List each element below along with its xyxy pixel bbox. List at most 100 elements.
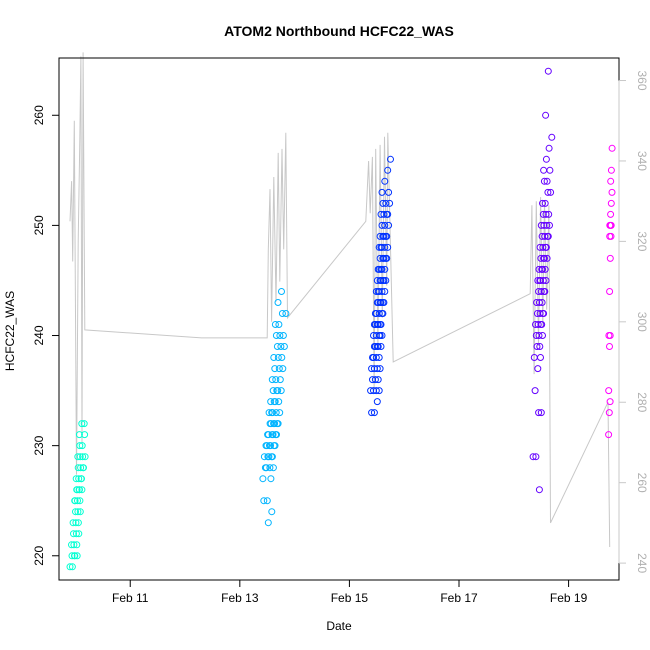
data-point xyxy=(387,155,394,163)
y-tick-label: 240 xyxy=(32,325,46,345)
x-axis-label: Date xyxy=(326,619,352,633)
y2-tick-label: 320 xyxy=(635,231,649,251)
data-point xyxy=(68,563,76,571)
data-point xyxy=(74,497,81,505)
data-point xyxy=(540,166,548,174)
chart-title: ATOM2 Northbound HCFC22_WAS xyxy=(224,23,454,39)
data-point xyxy=(78,486,86,494)
data-point xyxy=(544,188,552,196)
data-point xyxy=(606,254,614,262)
x-axis: Feb 11 Feb 13 Feb 15 Feb 17 Feb 19 xyxy=(112,579,588,605)
data-point xyxy=(605,409,613,417)
data-point xyxy=(608,144,616,152)
data-point xyxy=(607,210,615,218)
x-tick-label: Feb 13 xyxy=(221,591,259,605)
data-point xyxy=(262,442,270,450)
series-5 xyxy=(605,144,616,439)
data-point xyxy=(535,265,543,273)
data-point xyxy=(276,376,284,384)
data-point xyxy=(69,519,77,527)
data-point xyxy=(606,398,614,406)
data-point xyxy=(378,188,386,196)
data-point xyxy=(265,409,273,417)
data-point xyxy=(374,376,382,384)
data-point xyxy=(79,464,87,472)
data-point xyxy=(532,453,540,461)
data-point xyxy=(605,431,613,439)
data-point xyxy=(75,431,83,439)
data-point xyxy=(68,552,76,560)
data-point xyxy=(73,486,81,494)
data-point xyxy=(75,530,83,538)
data-point xyxy=(536,310,544,317)
data-point xyxy=(542,243,550,251)
data-point xyxy=(72,530,80,538)
data-point xyxy=(270,420,278,428)
data-point xyxy=(380,210,388,218)
data-point xyxy=(267,475,275,483)
data-point xyxy=(606,221,614,229)
data-point xyxy=(537,254,545,262)
data-point xyxy=(368,409,376,417)
data-point xyxy=(71,497,79,505)
data-point xyxy=(269,387,277,395)
data-point xyxy=(75,486,83,494)
data-point xyxy=(373,321,381,328)
y2-tick-label: 340 xyxy=(635,151,649,171)
data-point xyxy=(381,243,389,251)
data-point xyxy=(382,199,390,207)
series-1 xyxy=(66,420,89,571)
data-point xyxy=(546,166,554,174)
y-axis: 220 230 240 250 260 xyxy=(32,105,60,566)
data-point xyxy=(547,188,555,196)
data-point xyxy=(545,210,553,218)
y-tick-label: 260 xyxy=(32,105,46,125)
data-point xyxy=(81,453,89,461)
data-point xyxy=(278,354,286,361)
data-point xyxy=(282,310,290,317)
data-point xyxy=(540,288,548,295)
data-point xyxy=(79,453,87,461)
y2-tick-label: 280 xyxy=(635,392,649,412)
data-point xyxy=(374,265,382,273)
data-point xyxy=(276,409,284,417)
data-point xyxy=(372,354,380,361)
data-point xyxy=(385,221,393,229)
data-point xyxy=(377,265,385,273)
data-point xyxy=(74,464,82,472)
data-point xyxy=(268,409,276,417)
data-point xyxy=(77,475,85,483)
data-point xyxy=(606,288,614,295)
data-point xyxy=(264,519,272,527)
data-point xyxy=(369,354,376,361)
data-point xyxy=(381,288,389,295)
data-point xyxy=(263,497,271,505)
data-point xyxy=(372,387,380,395)
data-point xyxy=(532,321,539,328)
data-point xyxy=(76,508,84,516)
y-tick-label: 220 xyxy=(32,545,46,565)
data-point xyxy=(268,376,276,384)
data-point xyxy=(74,508,82,516)
x-tick-label: Feb 11 xyxy=(112,591,149,605)
data-point xyxy=(268,453,275,461)
data-point xyxy=(280,343,288,350)
data-point xyxy=(277,343,285,350)
altitude-line-layer xyxy=(69,52,611,548)
data-point xyxy=(269,464,277,472)
data-point xyxy=(606,343,613,350)
data-point xyxy=(542,155,550,163)
series-3 xyxy=(367,155,394,417)
data-point xyxy=(376,321,384,328)
data-point xyxy=(264,431,272,439)
data-point xyxy=(543,221,551,229)
data-point xyxy=(371,310,379,317)
data-point xyxy=(607,177,615,185)
data-point xyxy=(544,232,551,240)
data-point xyxy=(541,232,549,240)
data-point xyxy=(272,332,280,339)
data-point xyxy=(382,277,390,284)
data-point xyxy=(78,420,86,428)
data-point xyxy=(530,354,538,361)
data-point xyxy=(537,354,544,361)
